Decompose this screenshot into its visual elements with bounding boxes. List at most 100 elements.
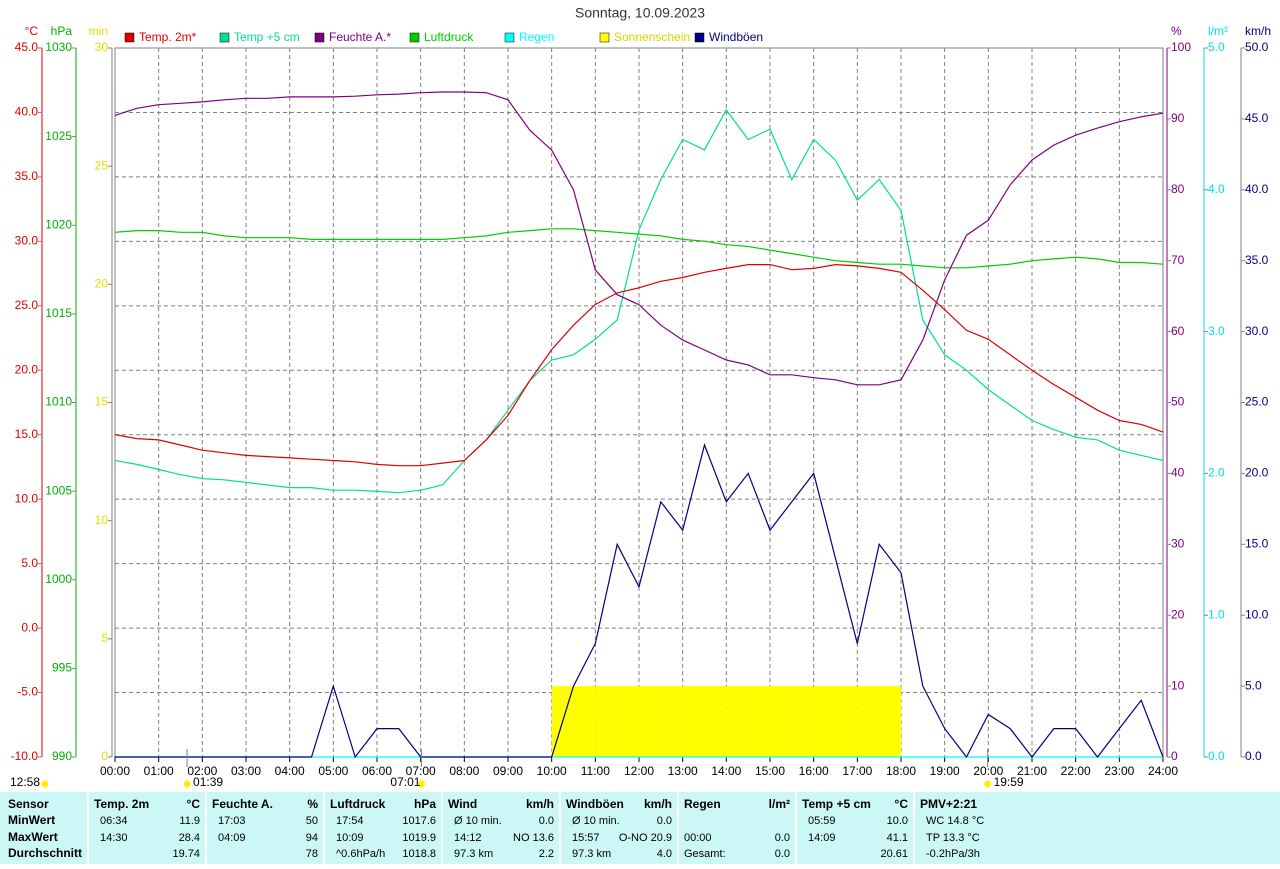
cell-label: Gesamt: [684,848,726,860]
legend-swatch [504,32,515,43]
y-tick-label: 20 [1171,607,1185,621]
y-tick-label: 25.0 [1245,395,1269,409]
cell-value: 0.0 [539,815,554,827]
legend-label: Luftdruck [424,30,474,44]
cell-label: 05:59 [808,815,836,827]
y-tick-label: 0.0 [1245,749,1262,763]
cell-label: 10:09 [336,832,364,844]
legend-swatch [219,32,230,43]
y-tick-label: 70 [1171,253,1185,267]
annotation-icon [417,780,425,788]
y-tick-label: 4.0 [1208,182,1225,196]
y-tick-label: 30 [95,40,109,54]
cell-value: O-NO 20.9 [619,832,672,844]
annotation-icon [984,780,992,788]
cell-label: TP 13.3 °C [926,832,980,844]
cell-value: NO 13.6 [513,832,554,844]
y-tick-label: 40 [1171,466,1185,480]
x-tick-label: 24:00 [1148,764,1178,778]
chart-title: Sonntag, 10.09.2023 [575,5,705,21]
y-tick-label: 80 [1171,182,1185,196]
y-tick-label: 1000 [45,572,72,586]
y-tick-label: 10 [95,513,109,527]
legend-swatch [599,32,610,43]
cell-label: 06:34 [100,815,128,827]
y-tick-label: 30.0 [15,234,39,248]
y-tick-label: 1.0 [1208,607,1225,621]
y-tick-label: 1005 [45,483,72,497]
section-unit: °C [895,797,909,811]
x-tick-label: 12:00 [624,764,654,778]
x-tick-label: 02:00 [187,764,217,778]
y-tick-label: 990 [52,749,72,763]
sunshine-bar [813,686,836,757]
x-tick-label: 18:00 [886,764,916,778]
x-tick-label: 13:00 [668,764,698,778]
annotation-icon [183,780,191,788]
sun-icon [41,780,49,788]
section-unit: km/h [644,797,672,811]
y-tick-label: 25 [95,158,109,172]
cell-value: 0.0 [775,848,790,860]
y-tick-label: 15.0 [1245,536,1269,550]
y-tick-label: 1015 [45,306,72,320]
y-tick-label: 45.0 [1245,111,1269,125]
annotation-label: 07:01 [390,775,420,789]
day-length: 12:58 [10,775,40,789]
sunshine-bar [748,686,770,757]
sunshine-bar [879,686,901,757]
legend-label: Feuchte A.* [329,30,391,44]
cell-label: 97.3 km [572,848,611,860]
x-tick-label: 14:00 [711,764,741,778]
cell-label: 00:00 [684,832,712,844]
series-line [114,91,1164,386]
cell-label: Ø 10 min. [572,815,620,827]
sunshine-bar [682,686,705,757]
y-tick-label: 10 [1171,678,1185,692]
y-tick-label: 10.0 [15,491,39,505]
y-tick-label: 100 [1171,40,1191,54]
axis-unit: min [89,24,108,38]
y-tick-label: 15 [95,395,109,409]
section-title: Wind [448,797,477,811]
y-tick-label: 0.0 [21,620,38,634]
legend-swatch [124,32,135,43]
sunshine-bar [595,686,618,757]
cell-value: 11.9 [179,815,200,827]
section-title: Windböen [566,797,624,811]
y-tick-label: 35.0 [15,169,39,183]
y-tick-label: -10.0 [11,749,39,763]
y-tick-label: 15.0 [15,427,39,441]
sunshine-bar [791,686,814,757]
cell-value: 28.4 [179,832,200,844]
y-tick-label: 20.0 [1245,466,1269,480]
y-tick-label: 3.0 [1208,324,1225,338]
cell-label: 15:57 [572,832,600,844]
y-tick-label: 0 [1171,749,1178,763]
y-tick-label: 995 [52,661,72,675]
x-tick-label: 11:00 [581,764,610,778]
sunshine-bar [704,686,727,757]
x-tick-label: 23:00 [1104,764,1134,778]
x-tick-label: 17:00 [842,764,872,778]
y-tick-label: 10.0 [1245,607,1269,621]
y-tick-label: 20 [95,277,109,291]
y-tick-label: 40.0 [1245,182,1269,196]
y-tick-label: 5 [101,631,108,645]
cell-label: 14:09 [808,832,836,844]
y-tick-label: 45.0 [15,40,39,54]
y-tick-label: 1030 [45,40,72,54]
sunshine-bar [573,686,596,757]
y-tick-label: -5.0 [17,685,38,699]
section-title: Feuchte A. [212,797,273,811]
y-tick-label: 35.0 [1245,253,1269,267]
cell-label: ^0.6hPa/h [336,848,385,860]
y-tick-label: 1010 [45,395,72,409]
axis-unit: hPa [51,24,73,38]
cell-value: 1018.8 [402,848,436,860]
y-tick-label: 30.0 [1245,324,1269,338]
x-tick-label: 04:00 [275,764,305,778]
series-line [114,228,1164,269]
